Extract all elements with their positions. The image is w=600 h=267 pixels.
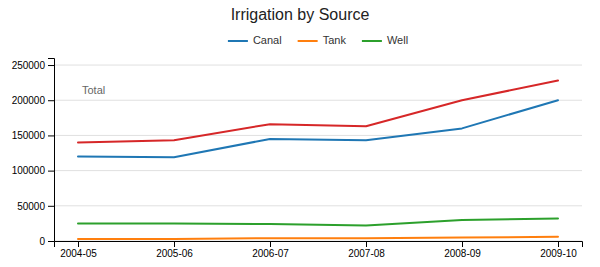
tick: 2008-09 [444,241,481,259]
legend-swatch [362,40,382,42]
tick-label: 250000 [12,60,46,71]
tick-label: 0 [39,236,45,247]
tick: 2005-06 [156,241,193,259]
tick-mark [366,241,367,247]
plot-area [78,81,558,239]
tick-mark [270,241,271,247]
tick-label: 150000 [12,130,46,141]
tick: 100000 [12,165,54,176]
axis-line [55,242,583,248]
legend-label: Well [387,34,408,46]
y-axis: 0 50000 100000 150000 200000 250000 [12,59,55,247]
legend-item: Well [362,34,408,46]
tick: 250000 [12,60,54,71]
annotation: Total [82,84,105,96]
tick-mark [48,135,54,136]
axis-line [48,59,55,242]
grid-line [54,205,582,206]
tick: 200000 [12,95,54,106]
tick-label: 2007-08 [348,248,385,259]
legend-item: Canal [228,34,282,46]
series-line [78,81,558,143]
legend-swatch [228,40,248,42]
chart: 0500001000001500002000002500002004-05200… [0,0,600,267]
x-axis: 2004-05 2005-06 2006-07 2007-08 2008-09 2009-… [55,241,583,259]
tick-label: 2004-05 [60,248,97,259]
tick: 2007-08 [348,241,385,259]
series-line [78,100,558,157]
tick-mark [48,171,54,172]
title: Irrigation by Source [231,6,370,23]
grid [54,65,582,241]
legend-label: Tank [323,34,347,46]
series-line [78,237,558,239]
tick-mark [462,241,463,247]
series-line [78,218,558,225]
tick-mark [78,241,79,247]
grid-line [54,65,582,66]
tick: 2006-07 [252,241,289,259]
tick: 50000 [17,201,54,212]
legend-label: Canal [253,34,282,46]
legend-item: Tank [298,34,347,46]
tick-label: 200000 [12,95,46,106]
tick-mark [48,65,54,66]
tick-mark [48,100,54,101]
tick-label: 50000 [17,201,45,212]
tick-label: 2006-07 [252,248,289,259]
grid-line [54,100,582,101]
tick-label: 2009-10 [540,248,577,259]
tick: 0 [39,236,54,247]
tick-mark [48,241,54,242]
grid-line [54,170,582,171]
legend: Canal Tank Well [228,34,408,46]
legend-swatch [298,40,318,42]
tick-mark [558,241,559,247]
tick: 2009-10 [540,241,577,259]
grid-line [54,135,582,136]
tick-label: 2008-09 [444,248,481,259]
tick: 2004-05 [60,241,97,259]
tick-label: 100000 [12,165,46,176]
tick: 150000 [12,130,54,141]
tick-label: 2005-06 [156,248,193,259]
tick-mark [174,241,175,247]
tick-mark [48,206,54,207]
